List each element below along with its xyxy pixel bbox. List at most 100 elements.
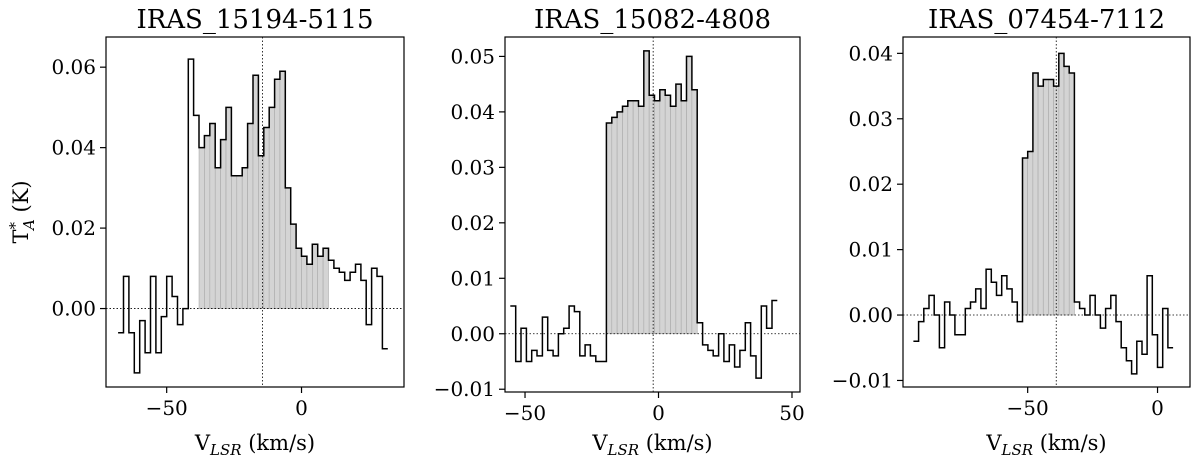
spectrum-fill-bar xyxy=(680,100,687,335)
spectrum-fill-bar xyxy=(252,74,259,309)
x-tick-label: −50 xyxy=(1007,396,1049,420)
spectrum-fill-bar xyxy=(1058,53,1065,316)
y-tick-label: 0.04 xyxy=(51,136,96,160)
spectrum-fill-bar xyxy=(204,135,211,309)
spectrum-fill-bar xyxy=(632,100,639,335)
x-tick-label: −50 xyxy=(504,401,546,425)
spectrum-fill-bar xyxy=(1048,79,1054,316)
spectrum-fill-bar xyxy=(198,147,205,309)
y-axis-label-main: T xyxy=(9,230,33,244)
y-tick-label: 0.03 xyxy=(450,155,495,179)
spectrum-fill-bar xyxy=(659,89,666,335)
plot-frame xyxy=(105,36,405,388)
y-tick-label: 0.00 xyxy=(450,322,495,346)
spectrum-fill-bar xyxy=(268,107,275,309)
y-axis-label-unit: (K) xyxy=(9,180,33,219)
spectrum-line xyxy=(913,52,1174,375)
y-tick-label: −0.01 xyxy=(434,377,495,401)
y-tick-label: 0.02 xyxy=(450,211,495,235)
spectrum-fill-bar xyxy=(220,139,227,309)
x-axis-label: VLSR (km/s) xyxy=(985,431,1106,457)
y-tick-label: 0.00 xyxy=(51,297,96,321)
spectrum-fill-bar xyxy=(627,100,634,335)
x-axis-label-unit: (km/s) xyxy=(242,431,316,455)
spectrum-fill-bar xyxy=(643,50,650,335)
spectrum-fill-bar xyxy=(285,187,292,309)
y-tick-label: 0.04 xyxy=(450,100,495,124)
x-axis-label-subscript: LSR xyxy=(1001,441,1034,457)
x-axis-label-unit: (km/s) xyxy=(1033,431,1107,455)
spectrum-fill-bar xyxy=(638,106,645,335)
spectrum-fill-bar xyxy=(279,70,286,309)
y-tick-label: 0.04 xyxy=(848,41,893,65)
spectrum-fill-bar xyxy=(258,155,265,309)
y-tick-label: 0.02 xyxy=(51,216,96,240)
spectrum-fill-bar xyxy=(295,247,302,309)
spectrum-fill-bar xyxy=(1037,85,1044,316)
x-tick-label: 0 xyxy=(652,401,665,425)
chart-title: IRAS_07454-7112 xyxy=(928,5,1165,35)
spectrum-fill-bar xyxy=(247,123,254,309)
y-tick-label: −0.01 xyxy=(832,368,893,392)
spectrum-fill-bar xyxy=(274,78,281,309)
spectrum-fill-bar xyxy=(654,100,661,335)
spectrum-fill-bar xyxy=(1063,66,1070,316)
spectrum-fill-bar xyxy=(306,263,313,309)
spectrum-fill-bar xyxy=(691,89,698,335)
spectrum-fill-bar xyxy=(214,167,221,309)
x-tick-label: 0 xyxy=(1151,396,1164,420)
spectrum-fill-bar xyxy=(675,83,682,335)
x-axis-label-subscript: LSR xyxy=(607,441,640,457)
spectrum-fill-bar xyxy=(317,255,324,309)
chart-title: IRAS_15194-5115 xyxy=(136,5,373,35)
chart-panel-3: −50 0 −0.01 0.00 0.01 0.02 0.03 0.04 IRAS_07454-… xyxy=(832,5,1191,457)
x-tick-label: 0 xyxy=(295,396,308,420)
y-axis-label: T*A (K) xyxy=(6,180,38,243)
x-axis-label-subscript: LSR xyxy=(209,441,242,457)
y-axis-label-superscript: * xyxy=(6,222,24,230)
y-tick-label: 0.03 xyxy=(848,107,893,131)
chart-panel-1: −50 0 0.00 0.02 0.04 0.06 IRAS_15194-5115 VLSR … xyxy=(6,5,405,457)
spectrum-fill-bar xyxy=(209,123,216,309)
y-tick-label: 0.01 xyxy=(848,238,893,262)
spectrum-fill-bar xyxy=(1042,79,1049,316)
spectrum-fill-bar xyxy=(225,107,232,309)
spectrum-fill-bar xyxy=(290,223,297,309)
y-tick-label: 0.06 xyxy=(51,55,96,79)
y-tick-label: 0.02 xyxy=(848,172,893,196)
x-axis-label: VLSR (km/s) xyxy=(194,431,315,457)
spectrum-fill-bar xyxy=(1053,85,1060,316)
chart-panel-2: −50 0 50 −0.01 0.00 0.01 0.02 0.03 0.04 0.05 IRAS_… xyxy=(434,5,805,457)
plot-frame xyxy=(902,36,1191,388)
spectrum-fill-bar xyxy=(664,94,671,335)
y-axis-label-subscript: A xyxy=(20,219,38,232)
spectrum-fill-bar xyxy=(1022,157,1028,316)
spectrum-fill-bar xyxy=(606,122,613,335)
spectrum-fill-bar xyxy=(263,127,270,309)
x-axis-label-main: V xyxy=(194,431,211,455)
spectrum-fill-bar xyxy=(301,255,308,309)
spectrum-fill-bar xyxy=(236,175,243,309)
spectrum-fill-bar xyxy=(616,111,623,335)
chart-title: IRAS_15082-4808 xyxy=(534,5,771,35)
spectrum-fill-bar xyxy=(231,175,238,309)
x-axis-label-main: V xyxy=(985,431,1002,455)
x-axis-label-main: V xyxy=(591,431,608,455)
spectrum-fill-bar xyxy=(241,167,248,309)
x-tick-label: 50 xyxy=(779,401,804,425)
spectrum-fill-bar xyxy=(686,56,693,335)
spectrum-fill-bar xyxy=(312,243,319,309)
spectrum-line xyxy=(510,50,778,379)
spectrum-line xyxy=(118,58,388,374)
y-tick-label: 0.00 xyxy=(848,303,893,327)
x-axis-label-unit: (km/s) xyxy=(639,431,713,455)
x-tick-label: −50 xyxy=(146,396,188,420)
spectrum-fill-bar xyxy=(670,106,677,335)
spectrum-fill-bar xyxy=(648,94,655,335)
spectrum-fill-bar xyxy=(611,117,618,335)
spectrum-fill-bar xyxy=(622,106,629,335)
y-tick-label: 0.01 xyxy=(450,266,495,290)
y-tick-label: 0.05 xyxy=(450,44,495,68)
spectrum-fill-bar xyxy=(322,247,329,309)
